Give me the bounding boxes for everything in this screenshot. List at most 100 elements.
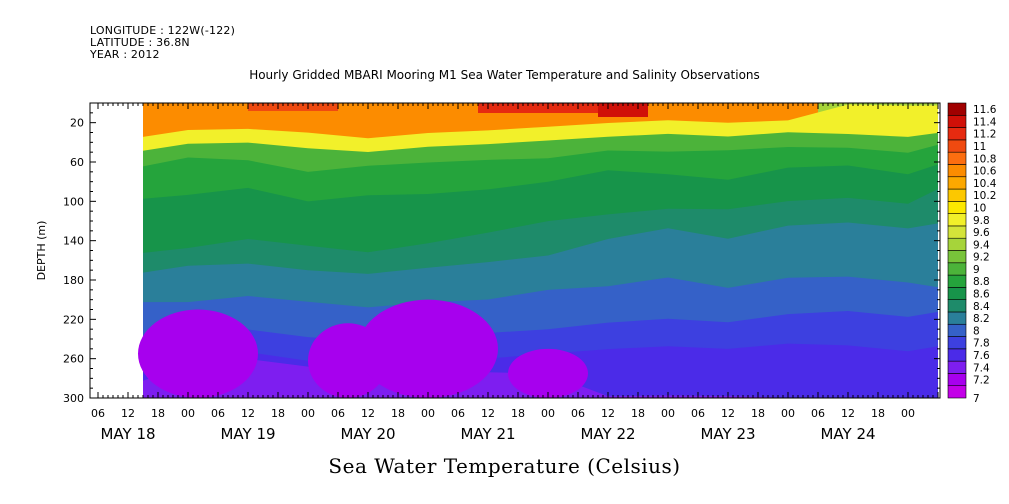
colorbar-label: 8.6 — [973, 289, 990, 301]
hour-tick-label: 18 — [871, 407, 885, 420]
y-tick-label: 60 — [70, 156, 84, 169]
colorbar-swatch — [947, 348, 967, 362]
colorbar-swatch — [947, 127, 967, 141]
date-tick-label: MAY 22 — [580, 425, 635, 443]
colorbar-label: 10.4 — [973, 178, 997, 190]
hour-tick-label: 12 — [481, 407, 495, 420]
hour-tick-label: 06 — [811, 407, 825, 420]
hour-tick-label: 00 — [541, 407, 555, 420]
colorbar-label: 10.2 — [973, 190, 996, 202]
hour-tick-label: 18 — [511, 407, 525, 420]
hour-tick-label: 12 — [841, 407, 855, 420]
colorbar-label: 8 — [973, 325, 980, 337]
y-tick-label: 20 — [70, 117, 84, 130]
colorbar-swatch — [947, 250, 967, 264]
colorbar-swatch — [947, 262, 967, 276]
hour-tick-label: 18 — [751, 407, 765, 420]
y-tick-label: 100 — [63, 195, 84, 208]
date-tick-label: MAY 19 — [220, 425, 275, 443]
colorbar-swatch — [947, 188, 967, 202]
colorbar-swatch — [947, 176, 967, 190]
date-tick-label: MAY 18 — [100, 425, 155, 443]
colorbar-label: 9.6 — [973, 227, 990, 239]
colorbar-swatch — [947, 225, 967, 239]
colorbar-label: 7.2 — [973, 375, 990, 387]
colorbar-label: 11.4 — [973, 116, 997, 128]
colorbar-swatch — [947, 102, 967, 116]
colorbar-swatch — [947, 385, 967, 399]
colorbar-swatch — [947, 201, 967, 214]
colorbar-swatch — [947, 151, 967, 165]
hour-tick-label: 18 — [391, 407, 405, 420]
colorbar-label: 10.6 — [973, 166, 997, 178]
hour-tick-label: 00 — [901, 407, 915, 420]
hour-tick-label: 00 — [661, 407, 675, 420]
colorbar-label: 8.4 — [973, 301, 990, 313]
colorbar-swatch — [947, 299, 967, 313]
y-tick-label: 260 — [63, 353, 84, 366]
hour-tick-label: 00 — [781, 407, 795, 420]
y-tick-label: 180 — [63, 274, 84, 287]
hour-tick-label: 18 — [151, 407, 165, 420]
colorbar-swatch — [947, 213, 967, 227]
cold-blob-0 — [138, 309, 258, 398]
date-tick-label: MAY 23 — [700, 425, 755, 443]
colorbar-swatch — [947, 360, 967, 374]
x-axis-title: Sea Water Temperature (Celsius) — [328, 454, 681, 478]
band-warm-patch-3 — [248, 103, 338, 111]
colorbar-label: 8.8 — [973, 276, 990, 288]
colorbar-label: 7.6 — [973, 350, 990, 362]
y-tick-label: 300 — [63, 392, 84, 405]
colorbar-swatch — [947, 237, 967, 251]
hour-tick-label: 18 — [271, 407, 285, 420]
colorbar-label: 9 — [973, 264, 980, 276]
hour-tick-label: 06 — [91, 407, 105, 420]
colorbar-swatch — [947, 274, 967, 288]
hour-tick-label: 06 — [691, 407, 705, 420]
band-warm-patch-2 — [598, 103, 648, 117]
colorbar-swatch — [947, 336, 967, 350]
colorbar-swatch — [947, 311, 967, 325]
colorbar-label: 9.4 — [973, 239, 990, 251]
hour-tick-label: 12 — [241, 407, 255, 420]
latitude-label: LATITUDE : 36.8N — [90, 36, 190, 49]
colorbar-label: 11.2 — [973, 129, 996, 141]
band-warm-patch-1 — [478, 103, 608, 113]
hour-tick-label: 12 — [121, 407, 135, 420]
hour-tick-label: 00 — [421, 407, 435, 420]
hour-tick-label: 00 — [181, 407, 195, 420]
hour-tick-label: 06 — [331, 407, 345, 420]
colorbar-swatch — [947, 373, 967, 387]
cold-blob-3 — [508, 348, 588, 398]
y-axis-label: DEPTH (m) — [35, 221, 48, 281]
hour-tick-label: 12 — [721, 407, 735, 420]
colorbar-label: 9.2 — [973, 252, 990, 264]
colorbar-label: 11 — [973, 141, 986, 153]
hour-tick-label: 00 — [301, 407, 315, 420]
chart-title: Hourly Gridded MBARI Mooring M1 Sea Wate… — [249, 68, 760, 82]
y-tick-label: 220 — [63, 313, 84, 326]
hour-tick-label: 18 — [631, 407, 645, 420]
colorbar-label: 11.6 — [973, 104, 997, 116]
colorbar-label: 8.2 — [973, 313, 990, 325]
date-tick-label: MAY 21 — [460, 425, 515, 443]
longitude-label: LONGITUDE : 122W(-122) — [90, 24, 236, 37]
date-tick-label: MAY 24 — [820, 425, 875, 443]
colorbar-label: 7.4 — [973, 362, 990, 374]
colorbar-swatch — [947, 323, 967, 337]
colorbar-label: 7 — [973, 393, 980, 405]
hour-tick-label: 12 — [601, 407, 615, 420]
cold-blob-2 — [358, 299, 498, 399]
colorbar-label: 9.8 — [973, 215, 990, 227]
year-label: YEAR : 2012 — [90, 48, 160, 61]
date-tick-label: MAY 20 — [340, 425, 395, 443]
colorbar-swatch — [947, 164, 967, 178]
y-tick-label: 140 — [63, 235, 84, 248]
colorbar-label: 10.8 — [973, 153, 996, 165]
hour-tick-label: 06 — [211, 407, 225, 420]
hour-tick-label: 12 — [361, 407, 375, 420]
colorbar-swatch — [947, 287, 967, 300]
colorbar-swatch — [947, 114, 967, 128]
hour-tick-label: 06 — [571, 407, 585, 420]
